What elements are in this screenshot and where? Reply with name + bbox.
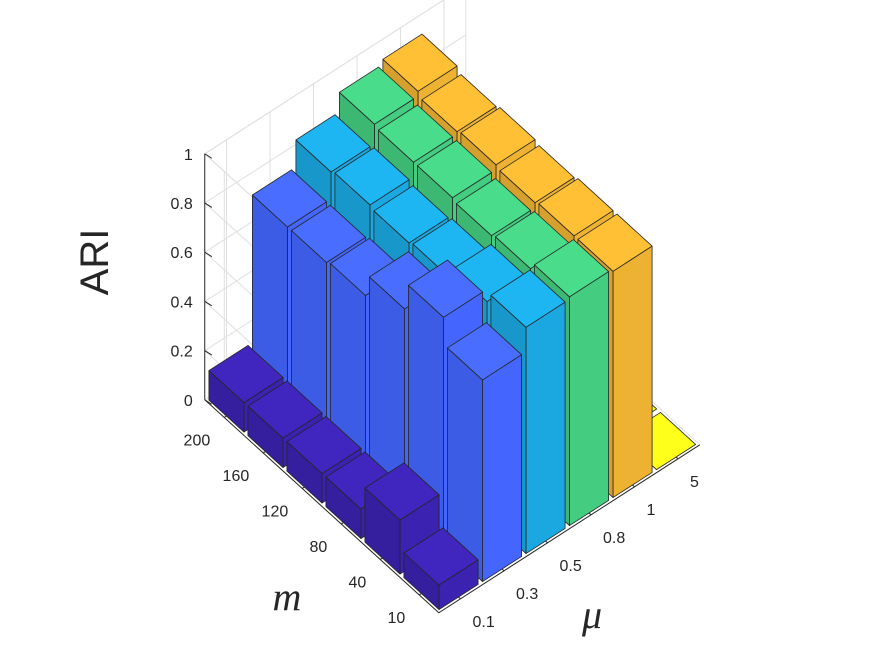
bar-face-top xyxy=(377,104,454,163)
bar-face-top xyxy=(247,380,323,439)
z-tick xyxy=(204,399,213,405)
bar-face-top xyxy=(251,169,328,228)
z-tick-label: 0.4 xyxy=(171,294,193,311)
tick-labels: 0 0.2 0.4 0.6 0.8 1 10 40 80 120 160 200 0.1 0.3 0.5 0.… xyxy=(171,147,700,631)
m-tick-label: 40 xyxy=(348,575,366,592)
bar-face-top xyxy=(407,259,484,318)
bar-face-top xyxy=(460,107,536,166)
m-tick-label: 200 xyxy=(184,433,211,450)
bar-face-top xyxy=(455,178,531,237)
bar-face-top xyxy=(538,178,614,237)
bar-face-top xyxy=(286,415,362,475)
axes xyxy=(204,153,701,614)
y-axis-title: μ xyxy=(581,592,602,637)
bar-face-top xyxy=(295,114,371,173)
bar xyxy=(446,322,522,582)
z-tick-label: 0.8 xyxy=(171,196,193,213)
bar xyxy=(403,527,479,610)
m-tick-label: 120 xyxy=(262,504,289,521)
bar-face-top xyxy=(446,322,522,381)
bars xyxy=(208,33,696,610)
mu-tick-label: 1 xyxy=(647,502,656,519)
z-tick-label: 0.2 xyxy=(171,344,193,361)
m-tick-label: 160 xyxy=(223,468,250,485)
bar-face-top xyxy=(416,140,493,199)
bar-face-top xyxy=(373,185,449,244)
bar-face-top xyxy=(490,269,566,328)
bar-face-front xyxy=(569,271,609,526)
m-tick-label: 80 xyxy=(309,539,327,556)
m-tick-label: 10 xyxy=(387,610,405,627)
bar-face-top xyxy=(577,213,653,272)
mu-tick-label: 0.5 xyxy=(560,558,582,575)
z-tick xyxy=(204,251,213,258)
z-tick xyxy=(204,202,213,208)
bar-face-top xyxy=(403,527,479,586)
z-tick xyxy=(204,300,213,307)
bar-face-top xyxy=(534,239,609,298)
bar-face-top xyxy=(382,33,458,92)
z-axis-title: ARI xyxy=(73,229,117,296)
z-tick xyxy=(204,153,213,159)
bar-face-top xyxy=(499,145,575,204)
z-tick xyxy=(204,350,213,356)
bar-face-front xyxy=(612,245,653,499)
z-tick-label: 1 xyxy=(184,147,193,164)
x-axis-title: m xyxy=(273,574,302,619)
mu-tick-label: 0.3 xyxy=(516,586,538,603)
bar-face-top xyxy=(364,462,440,521)
z-tick-label: 0.6 xyxy=(171,245,193,262)
floor-axes xyxy=(204,399,701,614)
bar-face-front xyxy=(525,301,566,554)
mu-tick-label: 5 xyxy=(690,474,699,491)
mu-tick-label: 0.1 xyxy=(473,614,495,631)
bar-face-top xyxy=(290,204,367,263)
z-tick-label: 0 xyxy=(184,393,193,410)
bar-face-front xyxy=(482,354,522,582)
mu-tick-label: 0.8 xyxy=(603,530,625,547)
bar-face-top xyxy=(421,74,497,133)
bar-face-top xyxy=(338,66,415,125)
bar-face-top xyxy=(208,344,284,404)
bar-face-top xyxy=(334,147,410,206)
